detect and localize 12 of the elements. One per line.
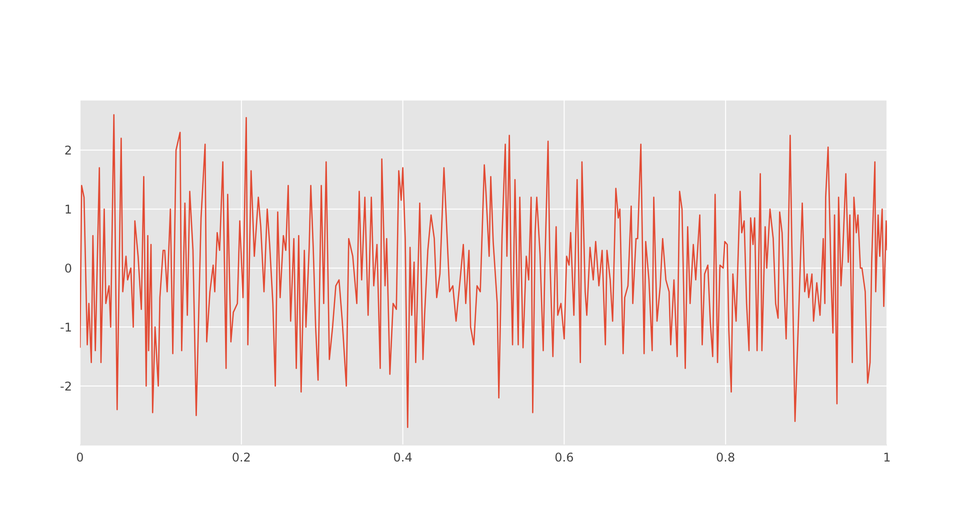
x-tick-label: 0.2 <box>232 450 251 465</box>
y-tick-label: 2 <box>64 143 72 158</box>
y-tick-label: 1 <box>64 202 72 216</box>
x-tick-label: 0.8 <box>716 450 736 465</box>
x-tick-label: 0.4 <box>393 450 412 465</box>
line-series <box>80 114 887 428</box>
x-tick-label: 1 <box>883 450 891 465</box>
y-tick-label: -1 <box>60 320 72 334</box>
y-tick-label: -2 <box>60 379 72 394</box>
x-tick-label: 0 <box>76 450 84 465</box>
y-tick-label: 0 <box>64 261 72 276</box>
x-tick-label: 0.6 <box>554 450 574 465</box>
